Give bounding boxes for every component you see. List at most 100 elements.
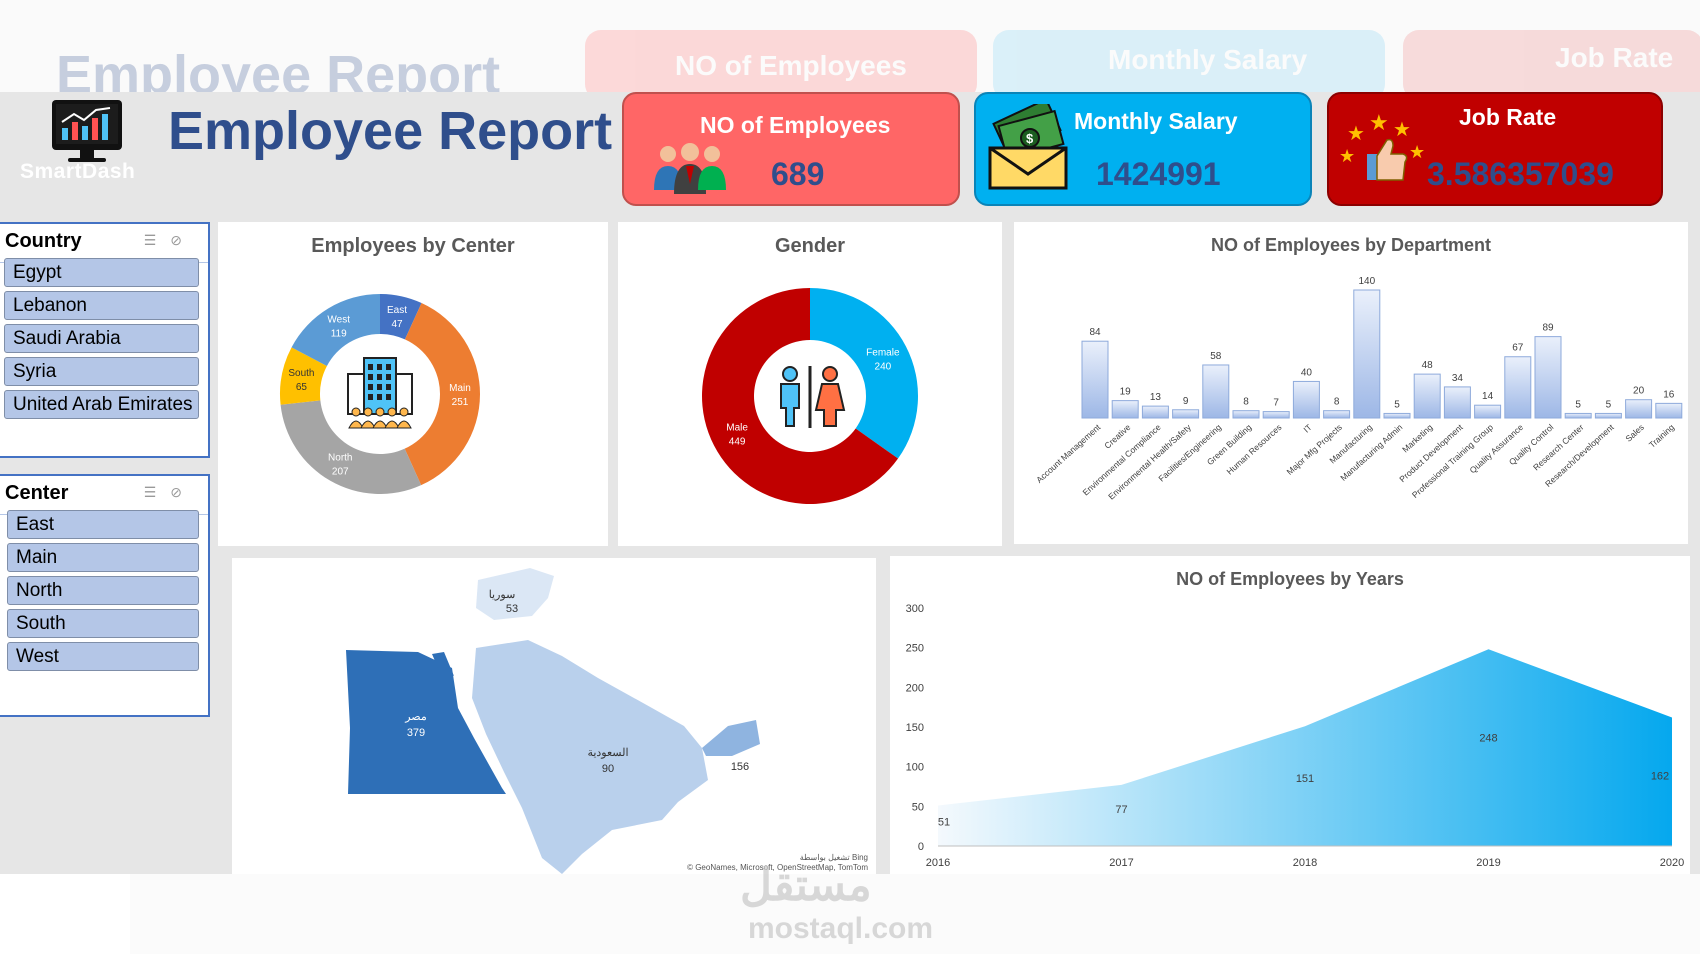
years-chart-panel: NO of Employees by Years 0 50 100 150 200 250…: [890, 556, 1690, 874]
dept-bar[interactable]: [1323, 410, 1351, 419]
top-reflection: Employee Report NO of Employees Monthly …: [0, 0, 1700, 92]
dept-bar[interactable]: [1383, 412, 1411, 419]
gender-donut-chart: Female 240 Male 449: [702, 288, 918, 504]
slicer-item-north[interactable]: North: [7, 576, 199, 605]
reflection-kpi-label: Monthly Salary: [1108, 44, 1308, 75]
reflection-kpi-label: Job Rate: [1555, 42, 1674, 73]
map-label-name: سوريا: [489, 589, 516, 601]
building-icon: [322, 336, 438, 452]
slice-label: North: [328, 452, 352, 463]
slicer-item-syria[interactable]: Syria: [4, 357, 199, 386]
y-tick-label: 200: [906, 682, 924, 694]
y-tick-label: 150: [906, 722, 924, 734]
y-tick-label: 250: [906, 643, 924, 655]
people-icon: [654, 143, 726, 194]
slice-label: Male: [726, 423, 748, 434]
donut-slice-east[interactable]: [380, 294, 422, 340]
dept-bar[interactable]: [1081, 340, 1109, 419]
slicer-item-west[interactable]: West: [7, 642, 199, 671]
dept-bar[interactable]: [1172, 409, 1200, 419]
dept-bar[interactable]: [1111, 400, 1139, 419]
slicer-item-saudi-arabia[interactable]: Saudi Arabia: [4, 324, 199, 353]
dept-bar[interactable]: [1564, 412, 1592, 419]
reflection-kpi-label: NO of Employees: [675, 50, 907, 81]
chart-title: Gender: [774, 235, 846, 257]
map-label-name: السعودية: [587, 747, 628, 759]
slicer-item-uae[interactable]: United Arab Emirates: [4, 390, 199, 419]
chart-title: Employees by Center: [311, 235, 515, 257]
gender-chart-panel: Gender Female 240 Male 449: [618, 222, 1002, 546]
x-tick-label: 2017: [1109, 857, 1133, 869]
dept-category-label: Quality Assurance: [1468, 422, 1526, 475]
dept-bar[interactable]: [1141, 405, 1169, 419]
kpi-value: 3.586357039: [1427, 156, 1614, 192]
dept-category-label: Account Management: [1034, 422, 1103, 485]
slice-value: 240: [875, 361, 892, 372]
bar-value-label: 40: [1301, 367, 1313, 378]
x-tick-label: 2020: [1660, 857, 1684, 869]
page-title: Employee Report: [168, 101, 613, 161]
slice-value: 47: [391, 319, 403, 330]
map-region-syria[interactable]: [476, 568, 554, 620]
slicer-item-egypt[interactable]: Egypt: [4, 258, 199, 287]
dept-category-label: IT: [1301, 422, 1313, 434]
bar-value-label: 140: [1358, 276, 1375, 287]
slicer-item-south[interactable]: South: [7, 609, 199, 638]
map-credit-sources: © GeoNames, Microsoft, OpenStreetMap, To…: [687, 863, 868, 872]
area-data-label: 248: [1479, 732, 1497, 744]
donut-slice-male[interactable]: [702, 288, 899, 504]
donut-slice-west[interactable]: [291, 294, 380, 366]
slicer-item-main[interactable]: Main: [7, 543, 199, 572]
dept-bar[interactable]: [1292, 380, 1320, 419]
map-region-saudi-arabia[interactable]: [472, 640, 708, 874]
x-tick-label: 2016: [926, 857, 950, 869]
dept-category-label: Major Mfg Projects: [1285, 422, 1344, 477]
dept-bar[interactable]: [1202, 364, 1230, 419]
dept-bar[interactable]: [1443, 386, 1471, 419]
dept-bar[interactable]: [1474, 404, 1502, 419]
smartdash-logo: [22, 100, 152, 190]
map-region-uae[interactable]: [702, 720, 760, 756]
kpi-label: Job Rate: [1459, 104, 1557, 130]
area-data-label: 162: [1651, 770, 1669, 782]
bar-value-label: 5: [1606, 399, 1612, 410]
dept-bar[interactable]: [1655, 402, 1683, 419]
dept-bar[interactable]: [1504, 356, 1532, 419]
chart-title: NO of Employees by Department: [1210, 235, 1492, 255]
kpi-card-employees: NO of Employees 689: [622, 92, 960, 206]
dept-bar[interactable]: [1353, 289, 1381, 419]
donut-slice-north[interactable]: [280, 400, 422, 494]
dept-bar[interactable]: [1625, 399, 1653, 419]
y-tick-label: 50: [912, 801, 924, 813]
donut-slice-female[interactable]: [810, 288, 918, 459]
country-slicer: Country ☰⊘ Egypt Lebanon Saudi Arabia Sy…: [0, 222, 210, 458]
country-map: سوريا 53 مصر 379 السعودية 90 156 تشغيل ب…: [346, 568, 868, 874]
map-label-name: مصر: [404, 711, 427, 723]
clear-filter-icon[interactable]: ⊘: [170, 484, 196, 500]
multi-select-icon[interactable]: ☰: [143, 484, 171, 500]
reflection-kpi-card: Monthly Salary: [993, 30, 1385, 92]
multi-select-icon[interactable]: ☰: [143, 232, 171, 248]
dept-category-label: Human Resources: [1225, 422, 1284, 477]
reflection-kpi-card: Job Rate: [1403, 30, 1700, 92]
dept-category-label: Sales: [1623, 422, 1645, 444]
svg-text:★: ★: [1369, 110, 1389, 135]
slicer-item-east[interactable]: East: [7, 510, 199, 539]
bar-value-label: 13: [1150, 392, 1162, 403]
dept-bar[interactable]: [1413, 373, 1441, 419]
slicer-item-lebanon[interactable]: Lebanon: [4, 291, 199, 320]
thumbs-up-stars-icon: ★ ★ ★ ★ ★: [1339, 110, 1425, 181]
slice-label: West: [327, 314, 350, 325]
map-region-egypt[interactable]: [346, 650, 506, 794]
money-envelope-icon: $: [988, 104, 1068, 190]
dept-bar[interactable]: [1594, 412, 1622, 419]
donut-slice-south[interactable]: [280, 347, 327, 405]
dept-bar[interactable]: [1262, 411, 1290, 419]
svg-text:★: ★: [1409, 142, 1425, 162]
dept-bar[interactable]: [1232, 410, 1260, 419]
bar-value-label: 5: [1575, 399, 1581, 410]
clear-filter-icon[interactable]: ⊘: [170, 232, 196, 248]
donut-slice-main[interactable]: [404, 303, 480, 486]
employees-area-series[interactable]: [938, 649, 1672, 846]
dept-bar[interactable]: [1534, 336, 1562, 419]
